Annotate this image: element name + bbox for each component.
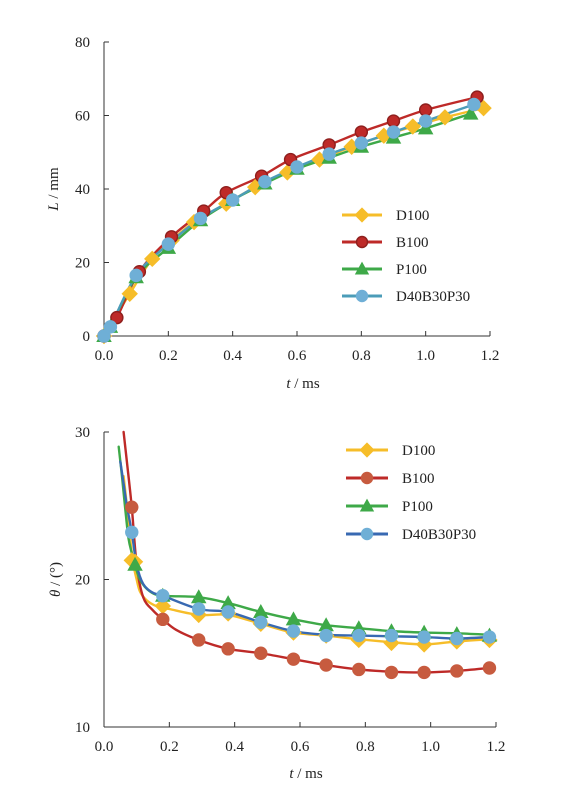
data-point-d40b30p30 [354, 136, 369, 150]
y-tick-label: 30 [75, 425, 90, 441]
data-point-d40b30p30 [352, 628, 366, 643]
length-chart: 0.0 0.2 0.4 0.6 0.8 1.0 1.2 0 20 40 60 80 t / ms L / … [46, 35, 499, 392]
data-point-d40b30p30 [156, 589, 170, 603]
x-tick-label: 0.0 [95, 739, 114, 755]
data-point-b100 [192, 633, 206, 647]
x-axis-label: t / ms [289, 766, 323, 782]
x-tick-label: 0.4 [225, 739, 244, 755]
data-point-d40b30p30 [384, 628, 399, 643]
legend-marker [354, 207, 370, 223]
data-point-d40b30p30 [417, 630, 431, 644]
y-axis-label: L / mm [46, 167, 62, 212]
data-point-d100 [404, 118, 422, 135]
legend-label: D100 [402, 443, 435, 459]
x-tick-label: 0.8 [352, 348, 371, 364]
data-point-d40b30p30 [290, 160, 304, 174]
x-tick-label: 0.2 [160, 739, 179, 755]
data-point-d40b30p30 [467, 97, 481, 112]
series-line-d40b30p30 [119, 460, 491, 640]
data-point-d40b30p30 [258, 174, 272, 189]
data-point-d40b30p30 [161, 237, 176, 251]
legend-label: D100 [396, 208, 429, 224]
data-point-b100 [482, 661, 497, 675]
data-point-d40b30p30 [221, 605, 235, 619]
legend-marker [359, 498, 375, 512]
data-point-d40b30p30 [254, 615, 268, 629]
x-tick-label: 0.6 [291, 739, 310, 755]
data-point-b100 [354, 125, 369, 139]
data-point-d100 [121, 285, 138, 302]
data-point-d100 [436, 109, 454, 126]
legend-marker [360, 527, 374, 541]
data-point-p100 [127, 556, 143, 571]
legend-label: P100 [396, 262, 427, 278]
data-point-b100 [110, 310, 124, 325]
data-point-b100 [386, 114, 401, 128]
legend-label: P100 [402, 499, 433, 515]
x-tick-label: 1.0 [416, 348, 435, 364]
data-point-d100 [144, 250, 161, 268]
data-point-d40b30p30 [103, 320, 118, 334]
data-point-d40b30p30 [286, 624, 301, 638]
y-tick-label: 40 [75, 182, 90, 198]
legend-label: B100 [402, 471, 435, 487]
y-tick-label: 20 [75, 256, 90, 272]
data-point-b100 [352, 662, 366, 677]
legend-marker [360, 471, 374, 485]
y-tick-label: 80 [75, 35, 90, 51]
x-tick-label: 1.0 [421, 739, 440, 755]
data-point-d40b30p30 [97, 329, 111, 343]
series-line-d100 [122, 475, 491, 646]
legend-label: D40B30P30 [402, 527, 476, 543]
y-tick-label: 0 [83, 329, 91, 345]
x-tick-label: 0.2 [159, 348, 178, 364]
legend-label: B100 [396, 235, 429, 251]
legend-marker [355, 235, 369, 249]
x-tick-label: 0.0 [95, 348, 114, 364]
data-point-b100 [125, 500, 139, 514]
data-point-b100 [254, 646, 268, 660]
x-tick-label: 1.2 [487, 739, 506, 755]
angle-chart: 0.0 0.2 0.4 0.6 0.8 1.0 1.2 10 20 30 t / ms θ / (°)… [48, 425, 505, 782]
x-tick-label: 0.8 [356, 739, 375, 755]
data-point-d40b30p30 [129, 268, 143, 283]
data-point-d40b30p30 [193, 211, 208, 226]
data-point-b100 [418, 103, 433, 117]
y-axis-label: θ / (°) [48, 562, 64, 597]
legend-marker [359, 442, 375, 458]
data-point-d40b30p30 [125, 525, 139, 539]
data-point-d40b30p30 [225, 193, 240, 207]
x-tick-label: 0.6 [288, 348, 307, 364]
data-point-d40b30p30 [319, 628, 333, 643]
data-point-d40b30p30 [192, 602, 206, 616]
y-tick-label: 60 [75, 109, 90, 125]
data-point-d40b30p30 [482, 630, 497, 644]
data-point-b100 [384, 665, 399, 680]
data-point-b100 [286, 652, 301, 666]
y-tick-label: 10 [75, 720, 90, 736]
data-point-d40b30p30 [418, 114, 433, 128]
data-point-b100 [156, 612, 170, 627]
legend-label: D40B30P30 [396, 289, 470, 305]
legend-marker [354, 261, 370, 275]
legend-marker [355, 289, 369, 303]
data-point-d40b30p30 [386, 125, 401, 139]
data-point-d40b30p30 [450, 631, 464, 646]
x-axis-label: t / ms [286, 376, 320, 392]
y-tick-label: 20 [75, 573, 90, 589]
x-tick-label: 1.2 [481, 348, 500, 364]
data-point-b100 [450, 664, 464, 678]
data-point-b100 [417, 665, 431, 680]
x-tick-label: 0.4 [223, 348, 242, 364]
data-point-b100 [221, 642, 235, 656]
data-point-b100 [319, 658, 333, 672]
data-point-p100 [462, 105, 479, 120]
data-point-d40b30p30 [322, 147, 336, 161]
